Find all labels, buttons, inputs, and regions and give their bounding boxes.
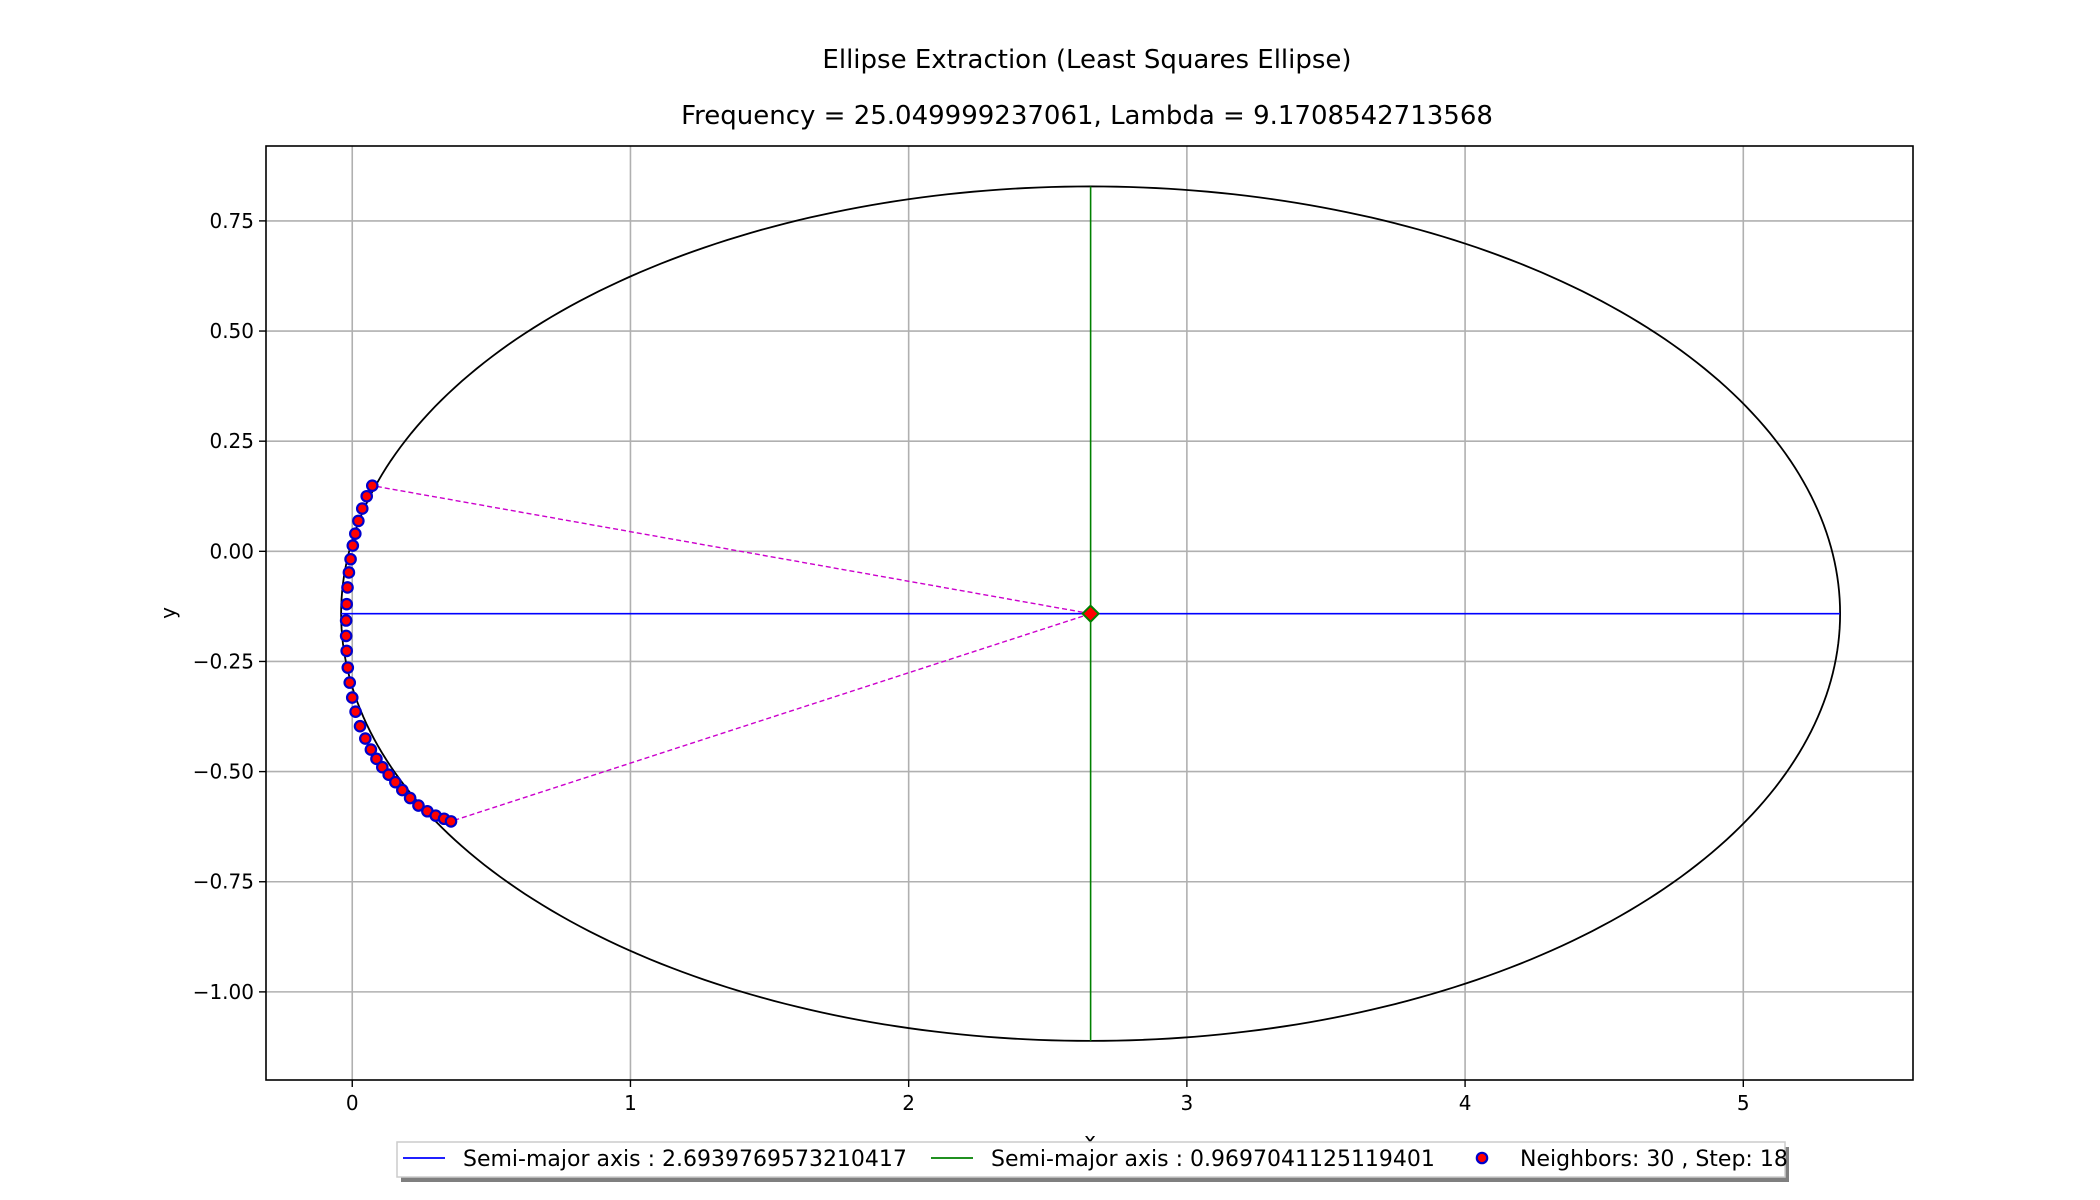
neighbor-point	[345, 691, 359, 704]
plot-frame	[265, 145, 1914, 1081]
data-layer	[339, 185, 1841, 1042]
neighbor-point	[340, 644, 353, 658]
neighbor-point	[382, 768, 395, 781]
ellipse-center-marker	[1081, 604, 1101, 624]
neighbor-point	[349, 705, 362, 718]
neighbor-point	[365, 479, 379, 492]
chart-subtitle: Frequency = 25.049999237061, Lambda = 9.…	[681, 101, 1493, 131]
neighbor-point	[355, 502, 369, 515]
legend: Semi-major axis : 2.6939769573210417 Sem…	[396, 1141, 1789, 1182]
legend-handle-neighbors	[1475, 1151, 1489, 1165]
y-tick-label: 0.25	[209, 429, 254, 453]
neighbor-point	[352, 514, 365, 528]
x-tick-label: 3	[1181, 1091, 1194, 1115]
neighbor-point	[339, 614, 353, 627]
neighbor-point	[359, 732, 372, 745]
center-ray-line	[450, 612, 1091, 823]
x-tick-label: 5	[1737, 1091, 1750, 1115]
neighbor-point	[342, 566, 356, 579]
x-tick-label: 1	[624, 1091, 637, 1115]
neighbor-point	[396, 783, 409, 797]
neighbor-point	[364, 743, 378, 756]
y-tick-label: 0.00	[209, 539, 254, 563]
legend-label-neighbors: Neighbors: 30 , Step: 18	[1520, 1147, 1788, 1172]
neighbor-point	[344, 552, 357, 566]
neighbor-point	[341, 661, 355, 674]
y-tick-label: −0.50	[193, 760, 254, 784]
y-tick-label: 0.50	[209, 319, 254, 343]
y-axis-label: y	[156, 607, 180, 619]
neighbor-point	[346, 539, 360, 552]
y-tick-label: −1.00	[193, 980, 254, 1004]
x-tick-label: 0	[346, 1091, 359, 1115]
legend-frame	[396, 1141, 1786, 1178]
legend-items	[403, 1151, 1489, 1165]
x-tick-label: 4	[1459, 1091, 1472, 1115]
legend-label-semi-minor: Semi-major axis : 0.9697041125119401	[991, 1147, 1435, 1172]
neighbor-point	[412, 799, 425, 812]
fitted-ellipse	[340, 185, 1841, 1042]
y-tick-label: −0.25	[193, 649, 254, 673]
neighbor-point	[349, 527, 362, 540]
neighbor-point	[444, 815, 458, 828]
y-tick-label: 0.75	[209, 209, 254, 233]
neighbor-point	[341, 581, 354, 594]
neighbor-point	[370, 752, 383, 766]
chart-title: Ellipse Extraction (Least Squares Ellips…	[822, 45, 1351, 75]
neighbor-point	[340, 597, 353, 611]
neighbor-point	[360, 489, 374, 503]
tick-layer: 0 1 2 3 4 5 0.75 0.50 0.25 0.00 −0.25 −0.50 −0.75 −1.…	[193, 209, 1750, 1115]
legend-label-semi-major: Semi-major axis : 2.6939769573210417	[463, 1147, 907, 1172]
neighbor-point	[339, 629, 353, 643]
neighbor-point	[389, 775, 402, 789]
neighbor-point	[403, 791, 417, 805]
neighbor-point	[353, 719, 367, 733]
center-ray-line	[372, 484, 1091, 615]
neighbor-point	[343, 676, 357, 689]
y-tick-label: −0.75	[193, 870, 254, 894]
x-tick-label: 2	[902, 1091, 915, 1115]
